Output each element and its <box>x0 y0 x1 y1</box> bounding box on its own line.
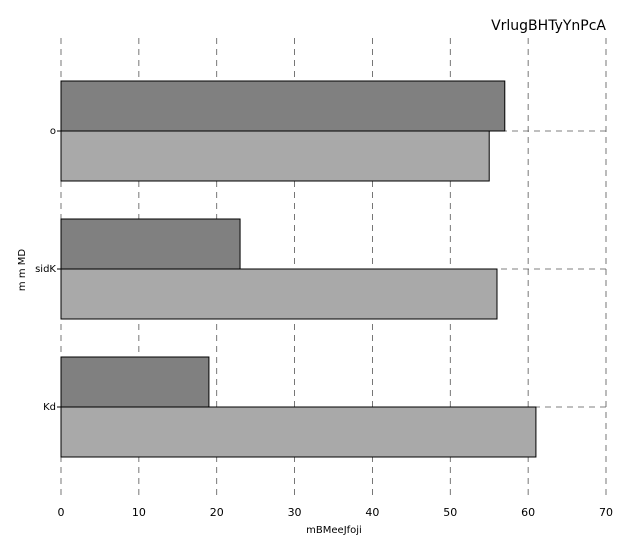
bars <box>61 81 536 457</box>
category-labels: o sidK Kd <box>35 126 56 413</box>
x-tick-label: 0 <box>58 506 65 519</box>
bar-Kd-series-1 <box>61 357 209 407</box>
category-label: Kd <box>43 402 56 413</box>
bar-o-series-2 <box>61 131 489 181</box>
x-tick-label: 10 <box>132 506 146 519</box>
x-tick-label: 20 <box>210 506 224 519</box>
x-tick-label: 50 <box>443 506 457 519</box>
bar-o-series-1 <box>61 81 505 131</box>
x-tick-label: 70 <box>599 506 613 519</box>
bar-sidK-series-1 <box>61 219 240 269</box>
bar-Kd-series-2 <box>61 407 536 457</box>
x-tick-labels: 0 10 20 30 40 50 60 70 <box>58 506 614 519</box>
x-tick-label: 40 <box>365 506 379 519</box>
y-axis-label: m m MD <box>17 249 28 291</box>
x-axis-label: mBMeeJfoji <box>306 525 362 536</box>
x-tick-label: 60 <box>521 506 535 519</box>
category-label: sidK <box>35 264 56 275</box>
bar-sidK-series-2 <box>61 269 497 319</box>
chart-title: VrlugBHTyYnPcA <box>491 18 606 34</box>
x-tick-label: 30 <box>288 506 302 519</box>
category-label: o <box>50 126 56 137</box>
